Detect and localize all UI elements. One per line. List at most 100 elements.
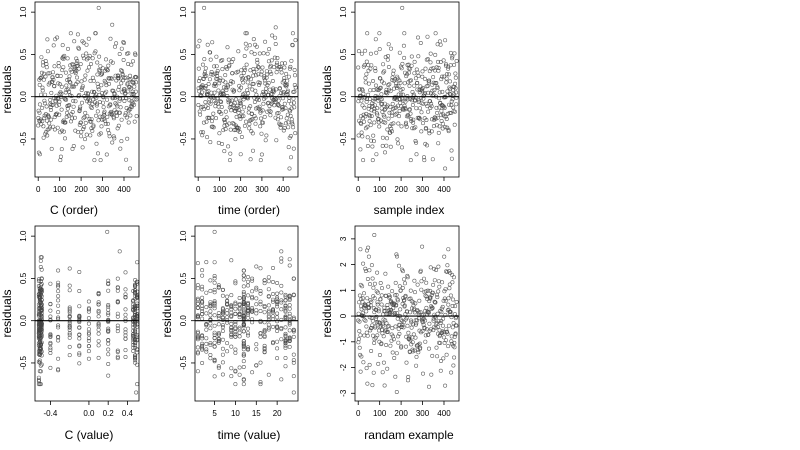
data-point: [105, 68, 110, 73]
data-point: [281, 128, 286, 133]
data-point: [258, 116, 263, 121]
data-point: [42, 101, 47, 106]
data-point: [105, 121, 110, 126]
data-point: [76, 66, 81, 71]
data-point: [132, 97, 137, 102]
data-point: [254, 347, 259, 352]
data-point: [58, 158, 63, 163]
data-point: [252, 100, 257, 105]
data-point: [390, 326, 395, 331]
data-point: [204, 73, 209, 78]
data-point: [283, 338, 288, 343]
data-point: [86, 316, 91, 321]
data-point: [263, 90, 268, 95]
data-point: [133, 353, 138, 358]
data-point: [128, 113, 133, 118]
data-point: [253, 116, 258, 121]
data-point: [216, 101, 221, 106]
data-point: [401, 295, 406, 300]
data-point: [252, 69, 257, 74]
data-point: [396, 114, 401, 119]
data-point: [359, 130, 364, 135]
data-point: [232, 106, 237, 111]
data-point: [56, 268, 61, 273]
data-point: [115, 326, 120, 331]
data-point: [375, 333, 380, 338]
data-point: [214, 54, 219, 59]
data-point: [392, 311, 397, 316]
data-point: [77, 288, 82, 293]
data-point: [414, 363, 419, 368]
data-point: [394, 254, 399, 259]
data-point: [94, 141, 99, 146]
data-point: [278, 65, 283, 70]
data-point: [122, 87, 127, 92]
data-point: [223, 73, 228, 78]
data-point: [77, 269, 82, 274]
data-point: [132, 84, 137, 89]
data-point: [375, 290, 380, 295]
data-point: [386, 284, 391, 289]
data-point: [90, 89, 95, 94]
data-point: [225, 66, 230, 71]
data-point: [291, 390, 296, 395]
data-point: [406, 114, 411, 119]
data-point: [364, 309, 369, 314]
data-point: [440, 121, 445, 126]
data-point: [378, 324, 383, 329]
data-point: [55, 35, 60, 40]
data-point: [115, 354, 120, 359]
data-point: [89, 119, 94, 124]
data-point: [406, 330, 411, 335]
data-point: [233, 326, 238, 331]
data-point: [100, 66, 105, 71]
data-point: [51, 77, 56, 82]
data-point: [429, 306, 434, 311]
data-point: [293, 85, 298, 90]
data-point: [454, 323, 459, 328]
data-point: [356, 311, 361, 316]
data-point: [395, 137, 400, 142]
data-point: [84, 42, 89, 47]
data-point: [216, 284, 221, 289]
data-point: [419, 129, 424, 134]
data-point: [52, 64, 57, 69]
data-point: [76, 130, 81, 135]
data-point: [398, 100, 403, 105]
data-point: [195, 283, 200, 288]
data-point: [440, 74, 445, 79]
data-point: [254, 73, 259, 78]
data-point: [369, 63, 374, 68]
data-point: [241, 273, 246, 278]
panel-c-value-xlabel: C (value): [65, 428, 114, 442]
data-point: [90, 128, 95, 133]
y-tick-label: 1.0: [339, 6, 348, 18]
data-point: [369, 114, 374, 119]
data-point: [443, 125, 448, 130]
data-point: [242, 123, 247, 128]
data-point: [96, 308, 101, 313]
data-point: [399, 66, 404, 71]
data-point: [381, 334, 386, 339]
data-point: [359, 98, 364, 103]
y-tick-label: -0.5: [339, 132, 348, 146]
data-point: [400, 61, 405, 66]
data-point: [379, 286, 384, 291]
panel-sample-index-plot-box: [354, 1, 460, 178]
data-point: [226, 57, 231, 62]
data-point: [288, 155, 293, 160]
data-point: [67, 74, 72, 79]
data-point: [357, 329, 362, 334]
data-point: [256, 64, 261, 69]
data-point: [357, 345, 362, 350]
data-point: [233, 347, 238, 352]
data-point: [209, 72, 214, 77]
data-point: [379, 341, 384, 346]
data-point: [233, 332, 238, 337]
data-point: [241, 322, 246, 327]
data-point: [452, 122, 457, 127]
data-point: [250, 370, 255, 375]
data-point: [425, 104, 430, 109]
data-point: [70, 116, 75, 121]
data-point: [243, 31, 248, 36]
